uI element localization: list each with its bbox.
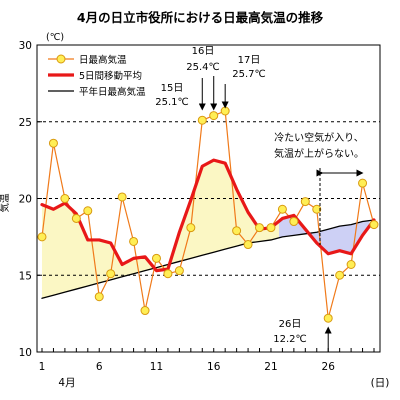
daily-max-point — [94, 292, 104, 302]
x-unit-label: (日) — [371, 377, 390, 389]
annotation-day-16: 16日 — [192, 46, 215, 57]
daily-max-point — [186, 223, 196, 233]
daily-max-point — [289, 217, 299, 227]
annotation-value-17: 25.7℃ — [232, 69, 266, 80]
daily-max-point — [151, 253, 161, 263]
daily-max-point — [358, 178, 368, 188]
x-tick-label: 21 — [264, 361, 277, 373]
legend-marker-daily — [56, 54, 66, 64]
daily-max-point — [209, 111, 219, 121]
annotation-value-26: 12.2℃ — [273, 334, 307, 345]
daily-max-point — [129, 236, 139, 246]
annotation-day-26: 26日 — [279, 319, 302, 330]
annotation-day-15: 15日 — [161, 83, 184, 94]
daily-max-point — [220, 106, 230, 116]
daily-max-point — [232, 226, 242, 236]
daily-max-point — [243, 240, 253, 250]
note-line-1: 冷たい空気が入り、 — [274, 131, 364, 144]
legend-label-daily: 日最高気温 — [79, 54, 127, 66]
annotation-day-17: 17日 — [238, 55, 261, 66]
legend-label-normal: 平年日最高気温 — [79, 86, 146, 98]
x-tick-label: 26 — [322, 361, 336, 373]
daily-max-point — [163, 269, 173, 279]
daily-max-point — [106, 269, 116, 279]
moving-average-line — [40, 158, 376, 273]
daily-max-point — [312, 204, 322, 214]
daily-max-point — [37, 232, 47, 242]
daily-max-line — [41, 110, 375, 319]
y-tick-label: 30 — [19, 40, 32, 52]
month-label: 4月 — [58, 377, 75, 389]
daily-max-point — [346, 260, 356, 270]
daily-max-point — [174, 266, 184, 276]
y-tick-label: 10 — [19, 347, 32, 359]
y-tick-label: 15 — [19, 270, 32, 282]
y-tick-label: 25 — [19, 117, 32, 129]
daily-max-point — [335, 270, 345, 280]
x-tick-label: 6 — [96, 361, 103, 373]
daily-max-point — [140, 306, 150, 316]
daily-max-point — [117, 192, 127, 202]
x-tick-label: 1 — [39, 361, 46, 373]
annotation-value-15: 25.1℃ — [155, 97, 189, 108]
daily-max-point — [60, 194, 70, 203]
y-unit-label: (℃) — [46, 32, 64, 43]
daily-max-point — [323, 313, 333, 323]
y-axis-label: 気温 — [0, 193, 11, 213]
daily-max-point — [300, 197, 310, 207]
daily-max-point — [48, 138, 58, 148]
chart-title: 4月の日立市役所における日最高気温の推移 — [77, 10, 324, 25]
daily-max-point — [83, 206, 93, 216]
daily-max-point — [266, 223, 276, 233]
annotation-value-16: 25.4℃ — [186, 62, 220, 73]
legend-label-ma: 5日間移動平均 — [79, 70, 142, 82]
x-tick-label: 11 — [150, 361, 163, 373]
daily-max-point — [369, 220, 379, 230]
daily-max-point — [255, 223, 265, 233]
above-normal-area — [42, 160, 279, 299]
note-line-2: 気温が上がらない。 — [274, 147, 364, 160]
daily-max-point — [197, 115, 207, 125]
x-tick-label: 16 — [207, 361, 221, 373]
daily-max-point — [71, 213, 81, 223]
daily-max-point — [277, 204, 287, 214]
y-tick-label: 20 — [19, 194, 32, 206]
